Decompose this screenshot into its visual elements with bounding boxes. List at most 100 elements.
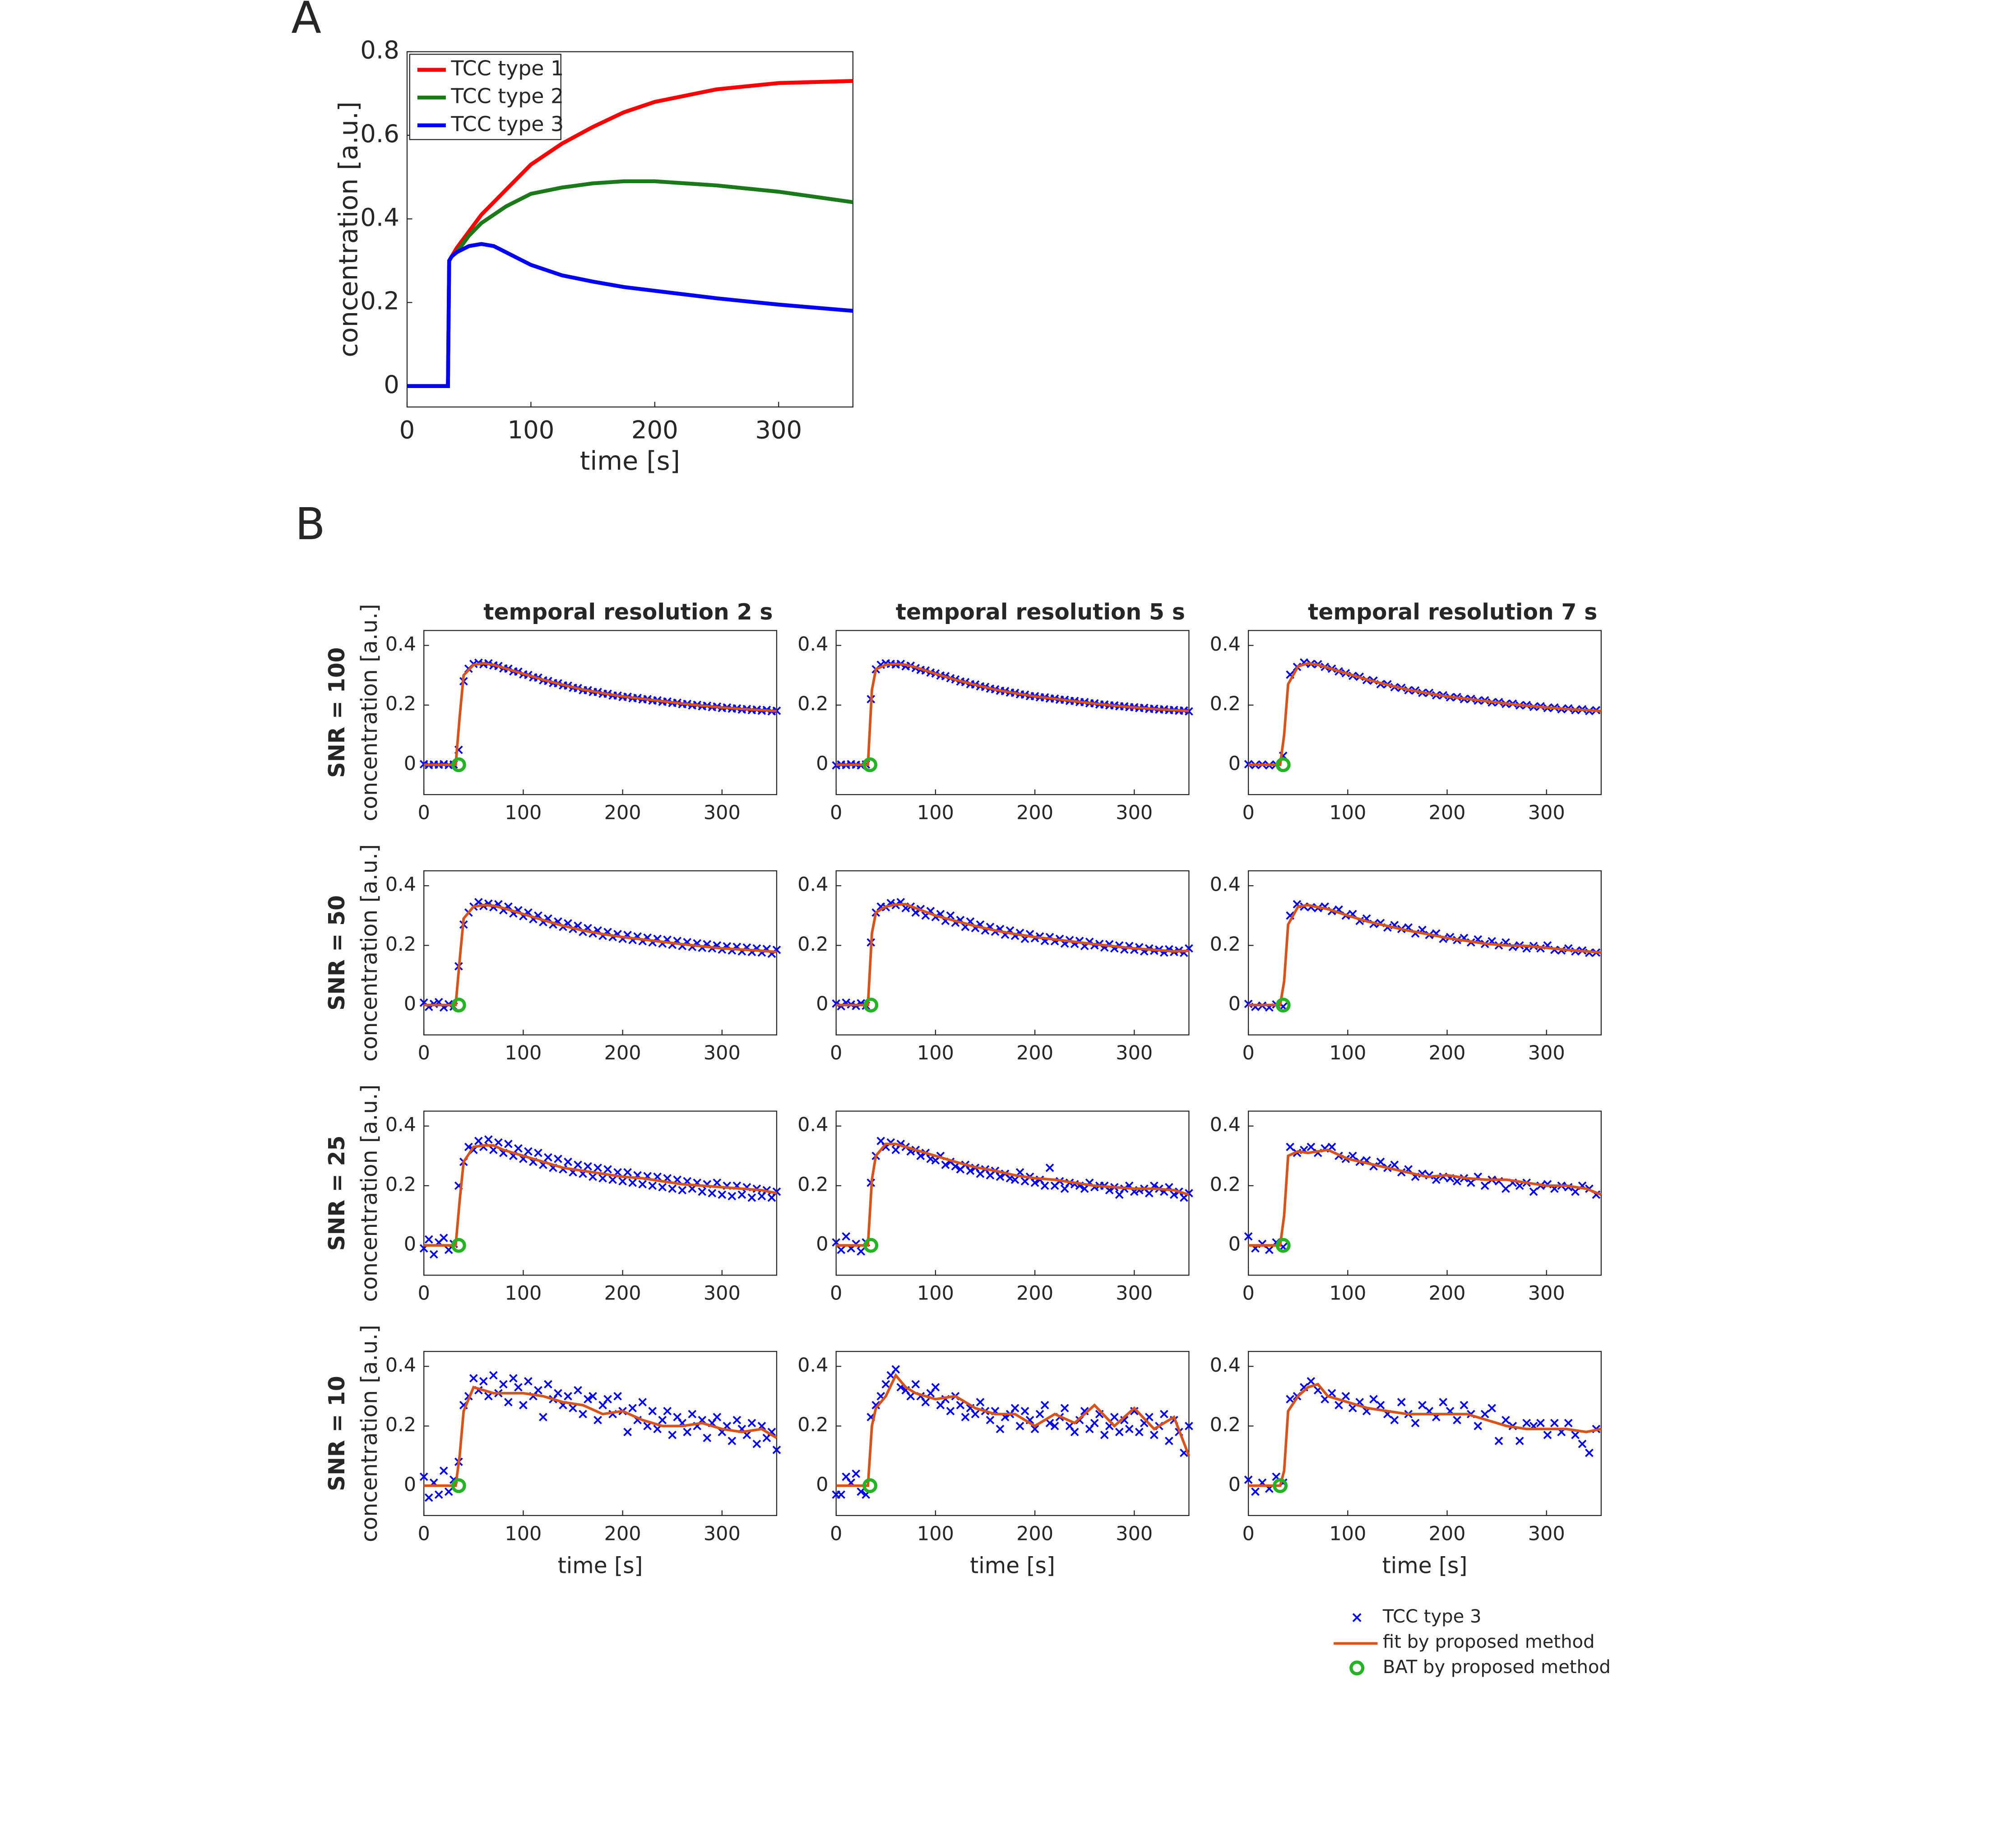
legend-label: TCC type 1 (450, 56, 564, 80)
x-tick-label: 0 (1242, 1522, 1254, 1545)
y-tick-label: 0.4 (797, 874, 828, 896)
x-tick-label: 300 (1116, 1282, 1153, 1305)
data-point (1585, 1448, 1594, 1457)
data-point (1060, 1404, 1069, 1413)
y-tick-label: 0.2 (385, 933, 416, 956)
y-tick-label: 0.4 (385, 1114, 416, 1136)
data-point (1010, 1404, 1020, 1413)
y-tick-label: 0.2 (1210, 933, 1241, 956)
y-tick-label: 0 (1228, 1473, 1241, 1496)
row-label: SNR = 25 (324, 1136, 350, 1251)
bat-marker (451, 1478, 466, 1493)
data-point (906, 1392, 915, 1401)
x-tick-label: 200 (1429, 802, 1466, 824)
x-tick-label: 100 (1329, 1282, 1366, 1305)
data-point (638, 1398, 647, 1406)
y-tick-label: 0.2 (797, 933, 828, 956)
y-tick-label: 0.8 (360, 36, 399, 65)
data-point (772, 1446, 781, 1454)
data-point (504, 1398, 513, 1406)
data-point (603, 1395, 612, 1404)
data-point (1040, 1181, 1049, 1190)
data-point (921, 1398, 930, 1406)
data-point (1125, 1424, 1134, 1433)
data-point (623, 1428, 632, 1437)
data-point (1040, 1401, 1049, 1410)
data-point (623, 1168, 632, 1177)
data-point (668, 1431, 677, 1439)
data-point (668, 1184, 677, 1193)
x-tick-label: 100 (505, 1282, 542, 1305)
data-point (1571, 1431, 1580, 1439)
fit-line (1248, 662, 1602, 766)
x-tick-label: 200 (1429, 1042, 1466, 1064)
data-point (1185, 1422, 1193, 1430)
x-tick-label: 0 (418, 802, 430, 824)
data-point (956, 1401, 965, 1410)
y-tick-label: 0 (816, 1233, 828, 1256)
y-tick-label: 0.4 (385, 874, 416, 896)
data-point (648, 1407, 657, 1415)
data-point (574, 1160, 582, 1169)
data-point (593, 1415, 602, 1424)
y-tick-label: 0.4 (797, 633, 828, 656)
y-tick-label: 0.4 (1210, 874, 1241, 896)
data-point (996, 1172, 1005, 1181)
x-tick-label: 0 (418, 1282, 430, 1305)
data-point (713, 1413, 722, 1422)
data-point (747, 1193, 756, 1202)
data-point (728, 1437, 737, 1445)
data-point (688, 1410, 697, 1419)
data-point (1286, 1142, 1294, 1151)
x-axis-label: time [s] (580, 446, 680, 476)
y-tick-label: 0.4 (1210, 1354, 1241, 1377)
data-point (1010, 1175, 1020, 1184)
x-tick-label: 0 (1242, 1042, 1254, 1064)
data-point (1115, 1428, 1124, 1437)
data-point (1185, 707, 1193, 716)
data-point (1536, 1419, 1545, 1428)
axes-box (423, 1110, 778, 1276)
data-point (986, 1415, 995, 1424)
data-point (698, 1187, 707, 1196)
x-tick-label: 0 (1242, 802, 1254, 824)
data-point (584, 1395, 592, 1404)
data-point (976, 1398, 985, 1406)
data-point (424, 1493, 433, 1502)
y-tick-label: 0.4 (797, 1114, 828, 1136)
data-point (1488, 1404, 1496, 1413)
fit-line (836, 1373, 1191, 1487)
bat-marker (1275, 757, 1291, 772)
data-point (439, 1466, 448, 1475)
legend-label: fit by proposed method (1383, 1632, 1595, 1652)
fit-line (1248, 904, 1602, 1007)
x-tick-label: 200 (1016, 802, 1053, 824)
fit-line (836, 662, 1189, 766)
data-point (1529, 1187, 1538, 1196)
data-point (534, 1386, 542, 1395)
y-tick-label: 0 (404, 993, 416, 1015)
legend-marker (1349, 1660, 1365, 1676)
bat-marker (1275, 998, 1291, 1013)
legend-label: TCC type 2 (450, 84, 564, 108)
x-tick-label: 200 (604, 1522, 641, 1545)
data-point (504, 1140, 513, 1148)
data-point (603, 1165, 612, 1174)
data-point (658, 1415, 667, 1424)
data-point (479, 1377, 488, 1386)
x-tick-label: 100 (917, 1282, 954, 1305)
data-point (444, 1487, 453, 1496)
data-point (1480, 1410, 1489, 1419)
x-tick-label: 200 (604, 1042, 641, 1064)
y-axis-label: concentration [a.u.] (357, 1084, 382, 1302)
x-axis-label: time [s] (970, 1553, 1055, 1578)
data-point (1571, 1187, 1580, 1196)
legend-label: TCC type 3 (1382, 1606, 1482, 1627)
data-point (628, 1178, 637, 1187)
data-point (931, 1383, 940, 1391)
data-point (1467, 1178, 1475, 1187)
y-tick-label: 0.4 (385, 633, 416, 656)
data-point (544, 1153, 552, 1162)
y-tick-label: 0.2 (1210, 1414, 1241, 1436)
